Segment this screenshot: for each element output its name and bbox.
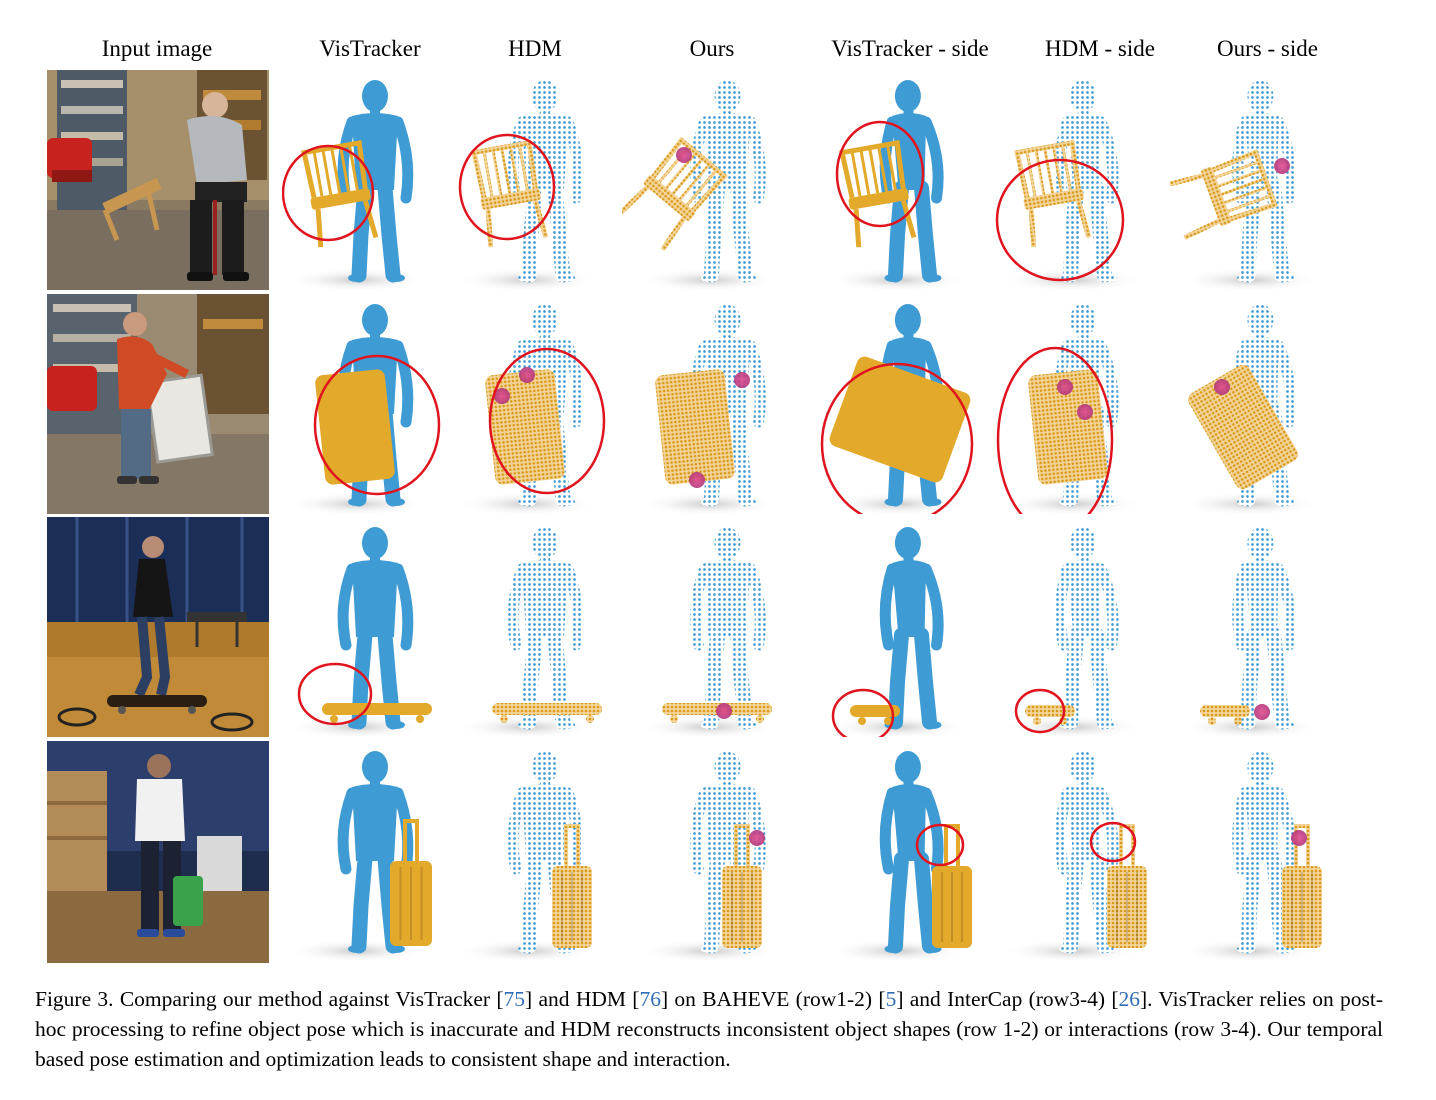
figure-caption: Figure 3. Comparing our method against V… [35, 984, 1383, 1074]
caption-text-3: ] on BAHEVE (row1-2) [ [660, 987, 886, 1011]
header-hdm-side: HDM - side [1045, 36, 1155, 61]
recon-vistracker-row4 [282, 741, 452, 961]
recon-ours-side-row4 [1170, 741, 1350, 961]
recon-ours-side-row3 [1170, 517, 1350, 737]
caption-text-1: Figure 3. Comparing our method against V… [35, 987, 504, 1011]
recon-vistracker-side-row3 [820, 517, 995, 737]
recon-ours-row3 [622, 517, 817, 737]
input-photo-row2 [47, 294, 269, 514]
recon-ours-row1 [622, 70, 817, 290]
recon-vistracker-row2 [282, 294, 452, 514]
recon-hdm-row3 [452, 517, 622, 737]
input-photo-row3 [47, 517, 269, 737]
caption-text-2: ] and HDM [ [525, 987, 640, 1011]
error-highlight-circle [488, 347, 606, 495]
input-photo-row4 [47, 741, 269, 963]
citation-26[interactable]: 26 [1118, 987, 1140, 1011]
error-highlight-circle [835, 120, 925, 228]
recon-vistracker-side-row1 [820, 70, 995, 290]
header-hdm: HDM [508, 36, 562, 61]
header-ours-side: Ours - side [1217, 36, 1318, 61]
recon-ours-row4 [622, 741, 817, 961]
header-vistracker: VisTracker [319, 36, 421, 61]
header-vistracker-side: VisTracker - side [831, 36, 989, 61]
header-input-image: Input image [101, 36, 213, 61]
error-highlight-circle [1014, 688, 1066, 734]
recon-hdm-side-row1 [995, 70, 1170, 290]
error-highlight-circle [831, 688, 895, 737]
recon-vistracker-side-row2 [820, 294, 995, 514]
error-highlight-circle [297, 662, 373, 726]
recon-hdm-side-row4 [995, 741, 1170, 961]
recon-vistracker-side-row4 [820, 741, 995, 961]
error-highlight-circle [1089, 821, 1137, 863]
error-highlight-circle [458, 133, 556, 241]
recon-hdm-row1 [452, 70, 622, 290]
input-photo-row1 [47, 70, 269, 290]
caption-text-5: ]. VisTracker relies on post-hoc process… [35, 987, 1384, 1071]
citation-5[interactable]: 5 [885, 987, 897, 1011]
recon-hdm-side-row3 [995, 517, 1170, 737]
citation-76[interactable]: 76 [639, 987, 661, 1011]
error-highlight-circle [282, 144, 375, 242]
citation-75[interactable]: 75 [503, 987, 526, 1011]
error-highlight-circle [313, 354, 441, 496]
recon-ours-row2 [622, 294, 817, 514]
recon-hdm-row2 [452, 294, 622, 514]
error-highlight-circle [996, 346, 1114, 514]
recon-hdm-row4 [452, 741, 622, 961]
header-ours: Ours [689, 36, 735, 61]
recon-vistracker-row1 [282, 70, 452, 290]
error-highlight-circle [995, 158, 1125, 282]
error-highlight-circle [820, 362, 974, 514]
recon-ours-side-row2 [1170, 294, 1350, 514]
recon-hdm-side-row2 [995, 294, 1170, 514]
caption-text-4: ] and InterCap (row3-4) [ [896, 987, 1119, 1011]
recon-vistracker-row3 [282, 517, 452, 737]
error-highlight-circle [915, 823, 965, 867]
recon-ours-side-row1 [1170, 70, 1350, 290]
